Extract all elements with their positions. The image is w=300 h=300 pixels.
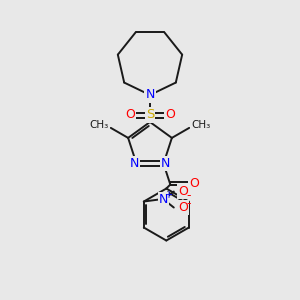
- Text: N: N: [159, 193, 169, 206]
- Text: N: N: [145, 88, 155, 101]
- Text: -: -: [187, 189, 191, 202]
- Text: N: N: [130, 157, 139, 170]
- Text: O: O: [189, 176, 199, 190]
- Text: O: O: [125, 109, 135, 122]
- Text: N: N: [161, 157, 170, 170]
- Text: O: O: [178, 201, 188, 214]
- Text: CH₃: CH₃: [90, 120, 109, 130]
- Text: +: +: [164, 190, 172, 200]
- Text: -: -: [187, 197, 191, 210]
- Text: CH₃: CH₃: [191, 120, 210, 130]
- Text: S: S: [146, 109, 154, 122]
- Text: O: O: [165, 109, 175, 122]
- Text: O: O: [178, 185, 188, 198]
